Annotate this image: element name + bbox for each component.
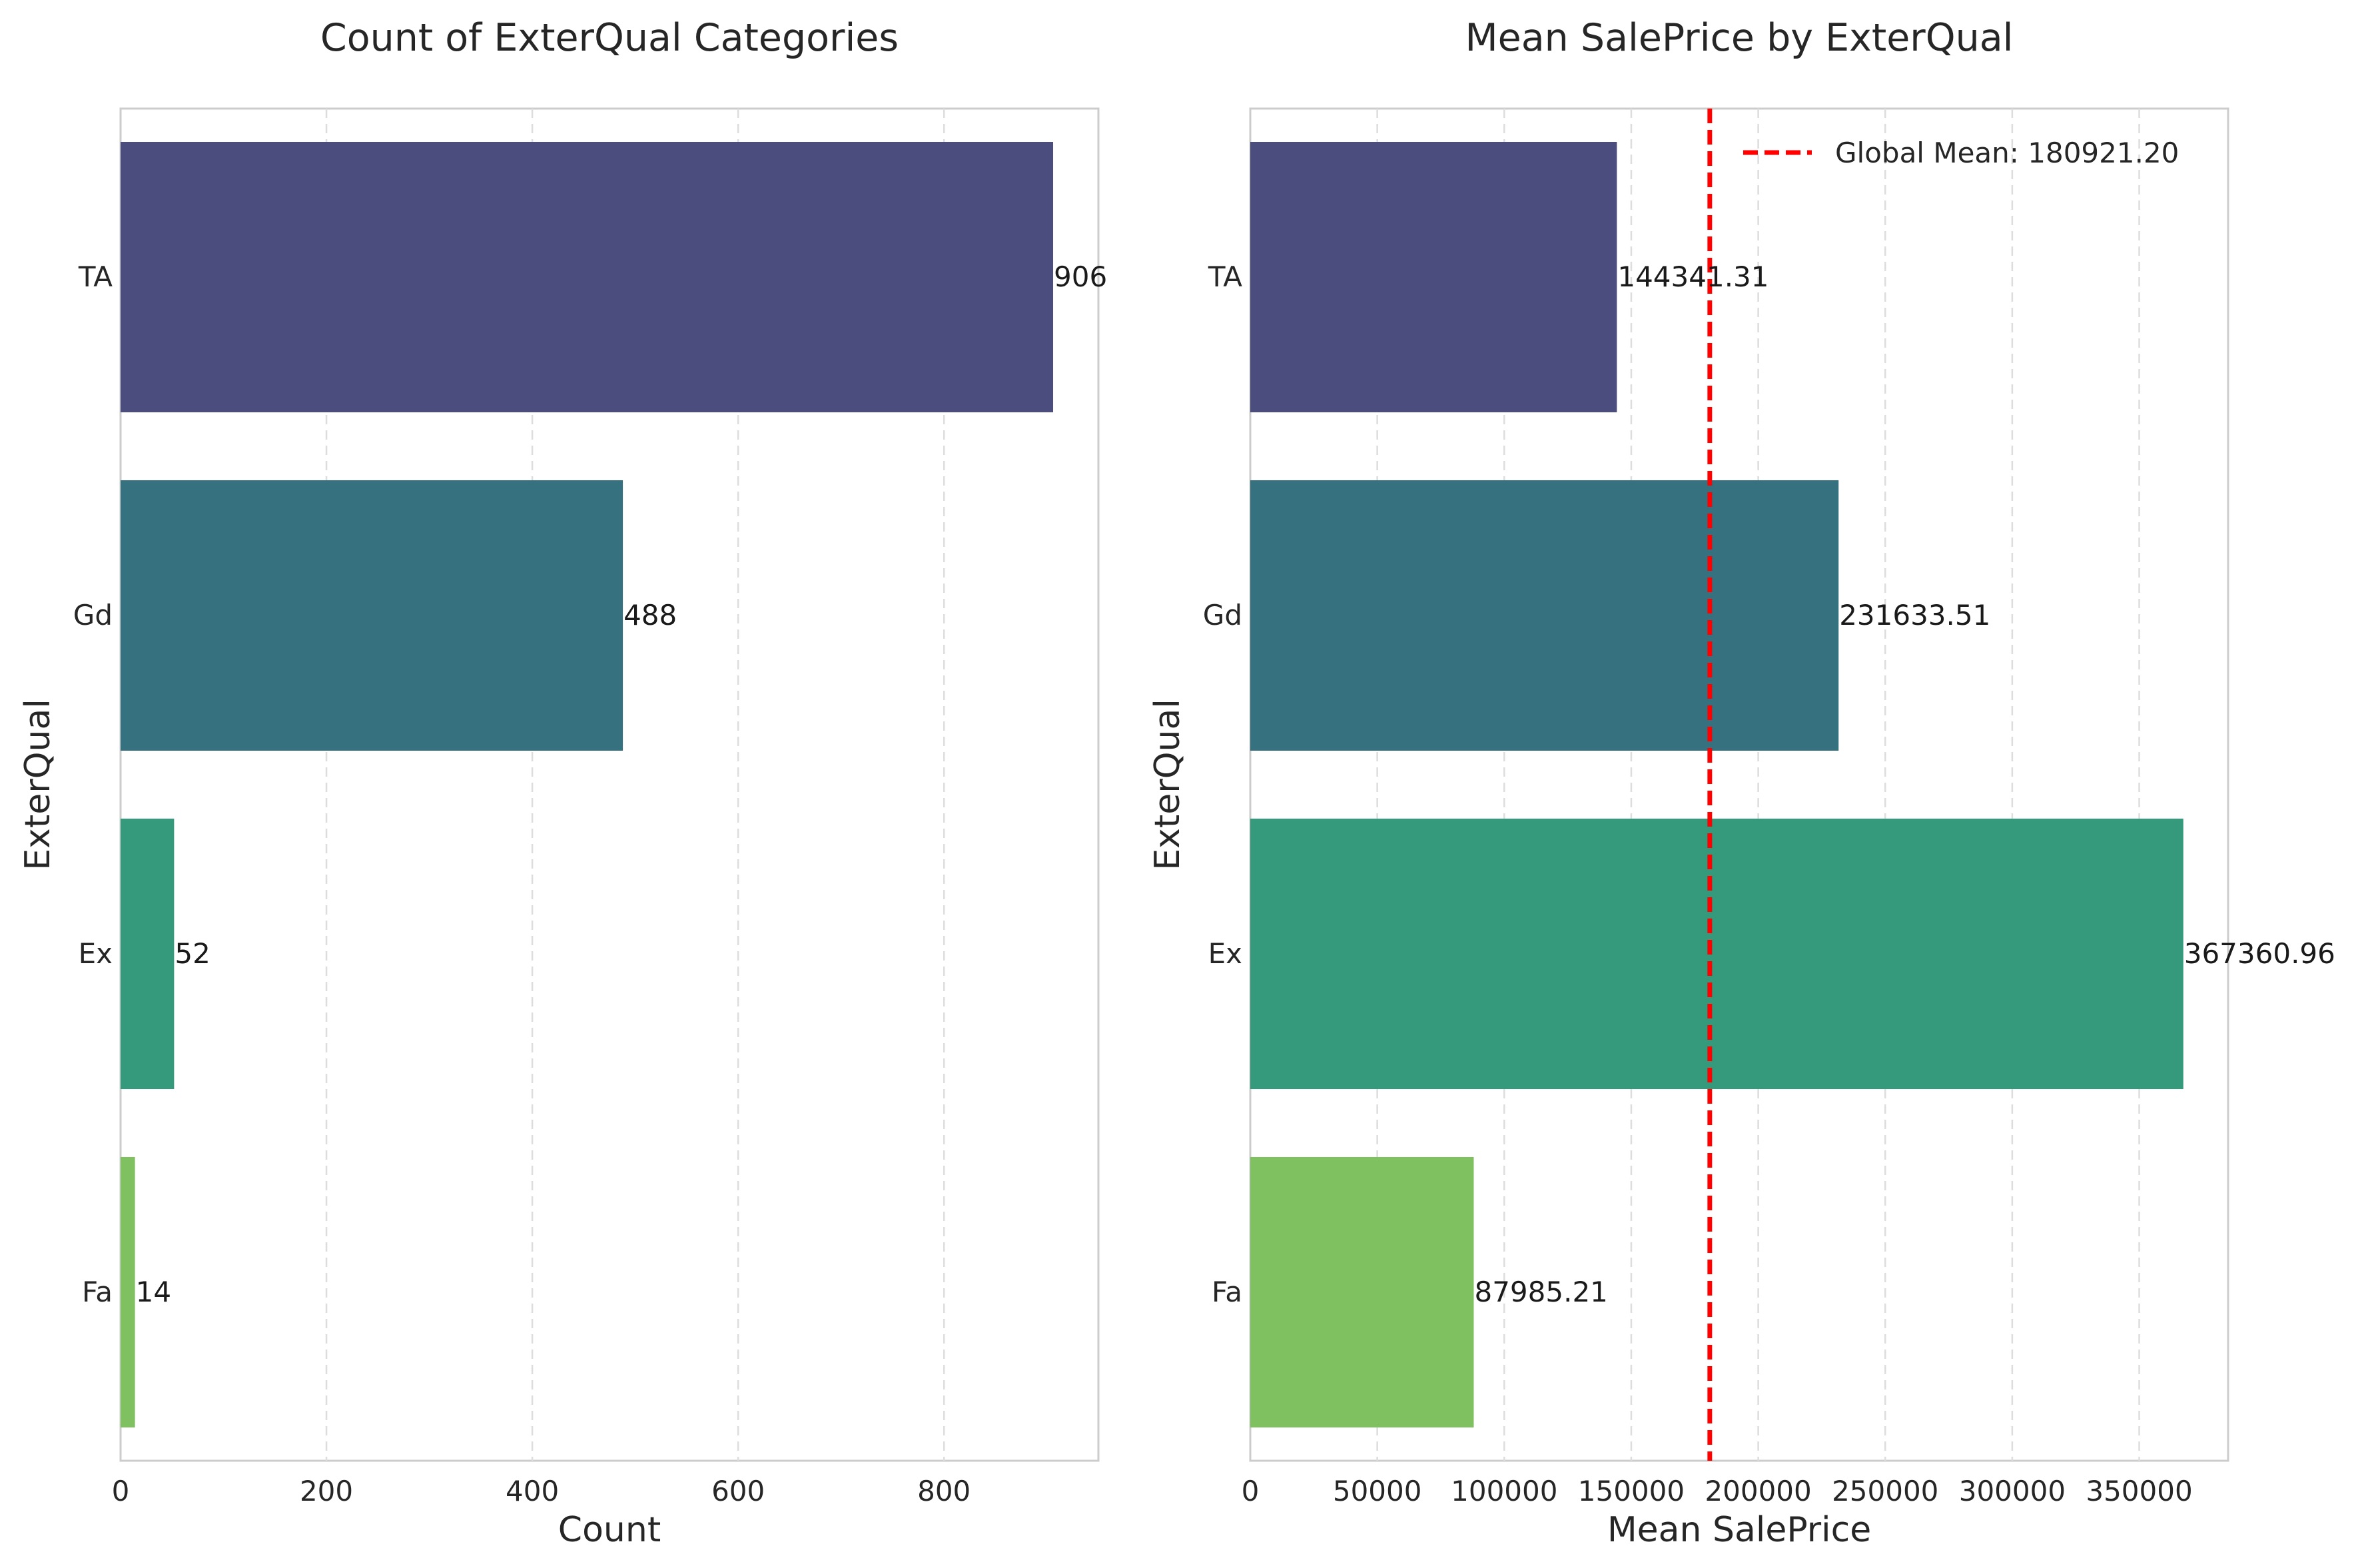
mean-price-chart-panel: 144341.31 231633.51 367360.96 87985.21 0 500…	[1148, 16, 2335, 1550]
count-chart-value-label: 488	[623, 599, 677, 631]
mean-price-chart-x-tick-label: 100000	[1451, 1475, 1557, 1507]
mean-price-chart-x-tick-label: 350000	[2086, 1475, 2192, 1507]
count-chart-x-ticks: 0 200 400 600 800	[112, 1475, 971, 1507]
mean-price-chart-bar-fa	[1250, 1157, 1474, 1427]
count-chart-value-label: 52	[175, 937, 210, 970]
count-chart-value-labels: 906 488 52 14	[136, 260, 1108, 1308]
mean-price-chart-x-tick-label: 50000	[1333, 1475, 1422, 1507]
count-chart-x-tick-label: 200	[300, 1475, 353, 1507]
count-chart-y-ticks: TA Gd Ex Fa	[73, 260, 113, 1308]
mean-price-chart-y-tick-label: TA	[1208, 260, 1242, 293]
mean-price-chart-x-tick-label: 200000	[1705, 1475, 1811, 1507]
mean-price-chart-title: Mean SalePrice by ExterQual	[1465, 16, 2014, 60]
count-chart-title: Count of ExterQual Categories	[320, 16, 899, 60]
mean-price-chart-bar-ex	[1250, 819, 2183, 1089]
count-chart-x-tick-label: 400	[506, 1475, 559, 1507]
legend-global-mean-label: Global Mean: 180921.20	[1835, 137, 2179, 169]
mean-price-chart-value-labels: 144341.31 231633.51 367360.96 87985.21	[1474, 260, 2335, 1308]
count-chart-panel: 906 488 52 14 0 200 400 600 800 TA Gd Ex Fa Count …	[18, 16, 1107, 1550]
mean-price-chart-y-ticks: TA Gd Ex Fa	[1203, 260, 1242, 1308]
count-chart-y-tick-label: Fa	[82, 1276, 113, 1308]
count-chart-bar-fa	[121, 1157, 135, 1427]
mean-price-chart-x-tick-label: 0	[1242, 1475, 1260, 1507]
mean-price-chart-x-tick-label: 250000	[1832, 1475, 1938, 1507]
mean-price-chart-bar-ta	[1250, 142, 1617, 412]
mean-price-chart-value-label: 144341.31	[1617, 260, 1769, 293]
mean-price-chart-x-tick-label: 150000	[1578, 1475, 1685, 1507]
count-chart-bar-gd	[121, 480, 623, 751]
count-chart-gridlines	[325, 109, 945, 1461]
count-chart-y-tick-label: Ex	[79, 937, 113, 970]
count-chart-x-tick-label: 600	[711, 1475, 765, 1507]
count-chart-y-tick-label: Gd	[73, 599, 113, 631]
mean-price-chart-y-tick-label: Ex	[1208, 937, 1242, 970]
mean-price-chart-value-label: 231633.51	[1839, 599, 1990, 631]
count-chart-bar-ex	[121, 819, 175, 1089]
mean-price-chart-x-axis-label: Mean SalePrice	[1607, 1510, 1871, 1550]
mean-price-chart-bars	[1250, 142, 2183, 1427]
count-chart-y-axis-label: ExterQual	[18, 699, 58, 871]
count-chart-x-tick-label: 800	[917, 1475, 971, 1507]
count-chart-bars	[121, 142, 1054, 1427]
count-chart-y-tick-label: TA	[78, 260, 113, 293]
count-chart-x-tick-label: 0	[112, 1475, 130, 1507]
count-chart-bar-ta	[121, 142, 1054, 412]
mean-price-chart-bar-gd	[1250, 480, 1839, 751]
mean-price-chart-x-ticks: 0 50000 100000 150000 200000 250000 300000 3500…	[1242, 1475, 2193, 1507]
mean-price-chart-legend: Global Mean: 180921.20	[1743, 137, 2179, 169]
mean-price-chart-y-tick-label: Fa	[1212, 1276, 1242, 1308]
mean-price-chart-x-tick-label: 300000	[1959, 1475, 2066, 1507]
mean-price-chart-y-tick-label: Gd	[1203, 599, 1242, 631]
count-chart-x-axis-label: Count	[558, 1510, 661, 1550]
count-chart-value-label: 906	[1054, 260, 1107, 293]
mean-price-chart-value-label: 87985.21	[1474, 1276, 1607, 1308]
mean-price-chart-value-label: 367360.96	[2184, 937, 2335, 970]
mean-price-chart-y-axis-label: ExterQual	[1148, 699, 1188, 871]
count-chart-value-label: 14	[136, 1276, 171, 1308]
